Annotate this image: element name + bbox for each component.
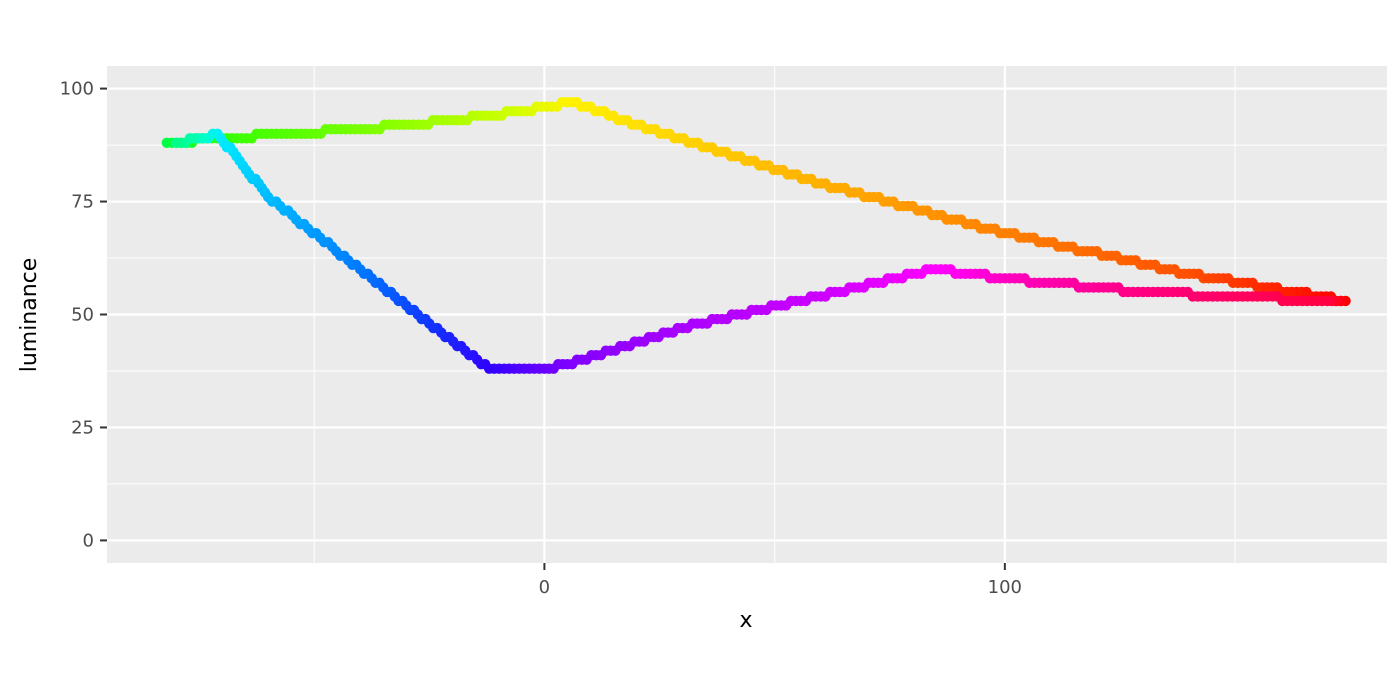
y-tick-label: 25 bbox=[71, 417, 94, 438]
y-tick-label: 75 bbox=[71, 192, 94, 213]
y-tick-label: 50 bbox=[71, 305, 94, 326]
y-axis: 0 25 50 75 100 bbox=[60, 79, 107, 551]
y-tick-label: 100 bbox=[60, 79, 94, 100]
data-point bbox=[170, 137, 182, 149]
x-axis-title: x bbox=[739, 608, 752, 633]
y-axis-title: luminance bbox=[17, 258, 42, 373]
major-gridlines bbox=[107, 66, 1387, 563]
x-axis: 0 100 bbox=[539, 563, 1022, 598]
x-tick-label: 100 bbox=[988, 577, 1022, 598]
y-tick-label: 0 bbox=[83, 530, 94, 551]
x-tick-label: 0 bbox=[539, 577, 550, 598]
data-points bbox=[161, 96, 1351, 374]
